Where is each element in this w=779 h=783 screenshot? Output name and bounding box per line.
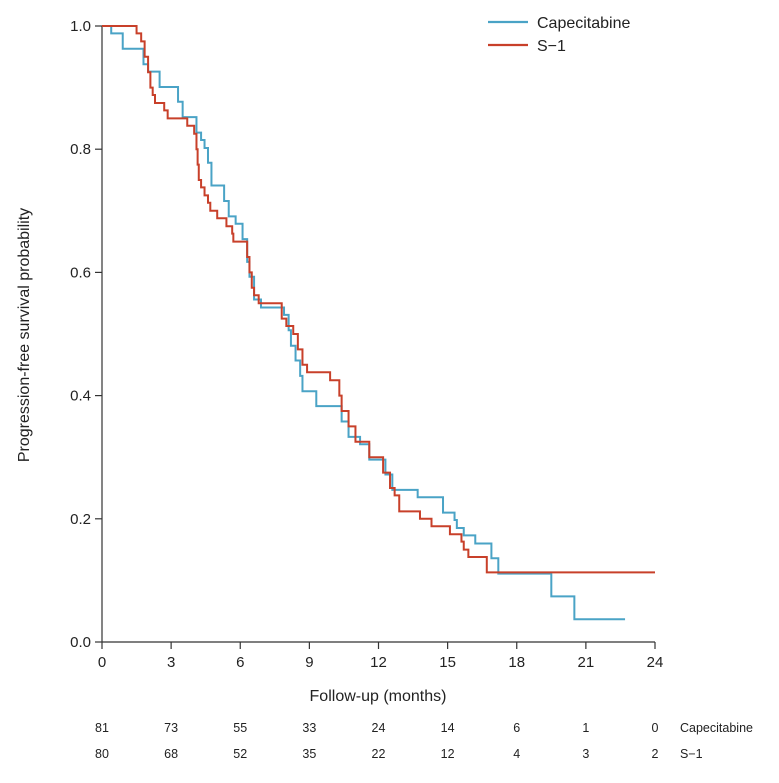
y-ticks: 0.0 0.2 0.4 0.6 0.8 1.0 (70, 18, 102, 651)
x-tick-label: 15 (439, 654, 456, 671)
risk-table: 81 73 55 33 24 14 6 1 0 Capecitabine 80 68 52 35 22 12 4… (95, 721, 753, 761)
risk-row-label: Capecitabine (680, 721, 753, 735)
legend-label-s1: S−1 (537, 38, 566, 55)
risk-count: 22 (372, 747, 386, 761)
risk-count: 52 (233, 747, 247, 761)
risk-count: 24 (372, 721, 386, 735)
risk-count: 33 (302, 721, 316, 735)
y-tick-label: 0.0 (70, 634, 91, 651)
risk-count: 73 (164, 721, 178, 735)
x-tick-label: 24 (647, 654, 664, 671)
x-ticks: 0 3 6 9 12 15 18 21 24 (98, 642, 664, 671)
y-tick-label: 0.6 (70, 264, 91, 281)
x-tick-label: 21 (578, 654, 595, 671)
risk-row-label: S−1 (680, 747, 703, 761)
legend-label-capecitabine: Capecitabine (537, 15, 631, 32)
risk-count: 68 (164, 747, 178, 761)
y-axis-title: Progression-free survival probability (16, 208, 33, 462)
risk-count: 14 (441, 721, 455, 735)
y-tick-label: 0.8 (70, 141, 91, 158)
x-tick-label: 3 (167, 654, 175, 671)
risk-count: 1 (582, 721, 589, 735)
risk-count: 4 (513, 747, 520, 761)
y-tick-label: 1.0 (70, 18, 91, 35)
x-tick-label: 9 (305, 654, 313, 671)
x-tick-label: 12 (370, 654, 387, 671)
risk-count: 55 (233, 721, 247, 735)
legend: Capecitabine S−1 (488, 15, 631, 55)
survival-curve-capecitabine (102, 25, 626, 621)
risk-count: 0 (652, 721, 659, 735)
survival-curves (102, 25, 655, 621)
risk-count: 6 (513, 721, 520, 735)
risk-count: 12 (441, 747, 455, 761)
risk-count: 80 (95, 747, 109, 761)
risk-count: 2 (652, 747, 659, 761)
x-axis-title: Follow-up (months) (310, 688, 447, 705)
risk-count: 81 (95, 721, 109, 735)
y-tick-label: 0.4 (70, 388, 91, 405)
survival-curve-s1 (102, 25, 655, 574)
risk-count: 3 (582, 747, 589, 761)
x-tick-label: 6 (236, 654, 244, 671)
y-tick-label: 0.2 (70, 511, 91, 528)
x-tick-label: 18 (508, 654, 525, 671)
risk-count: 35 (302, 747, 316, 761)
x-tick-label: 0 (98, 654, 106, 671)
